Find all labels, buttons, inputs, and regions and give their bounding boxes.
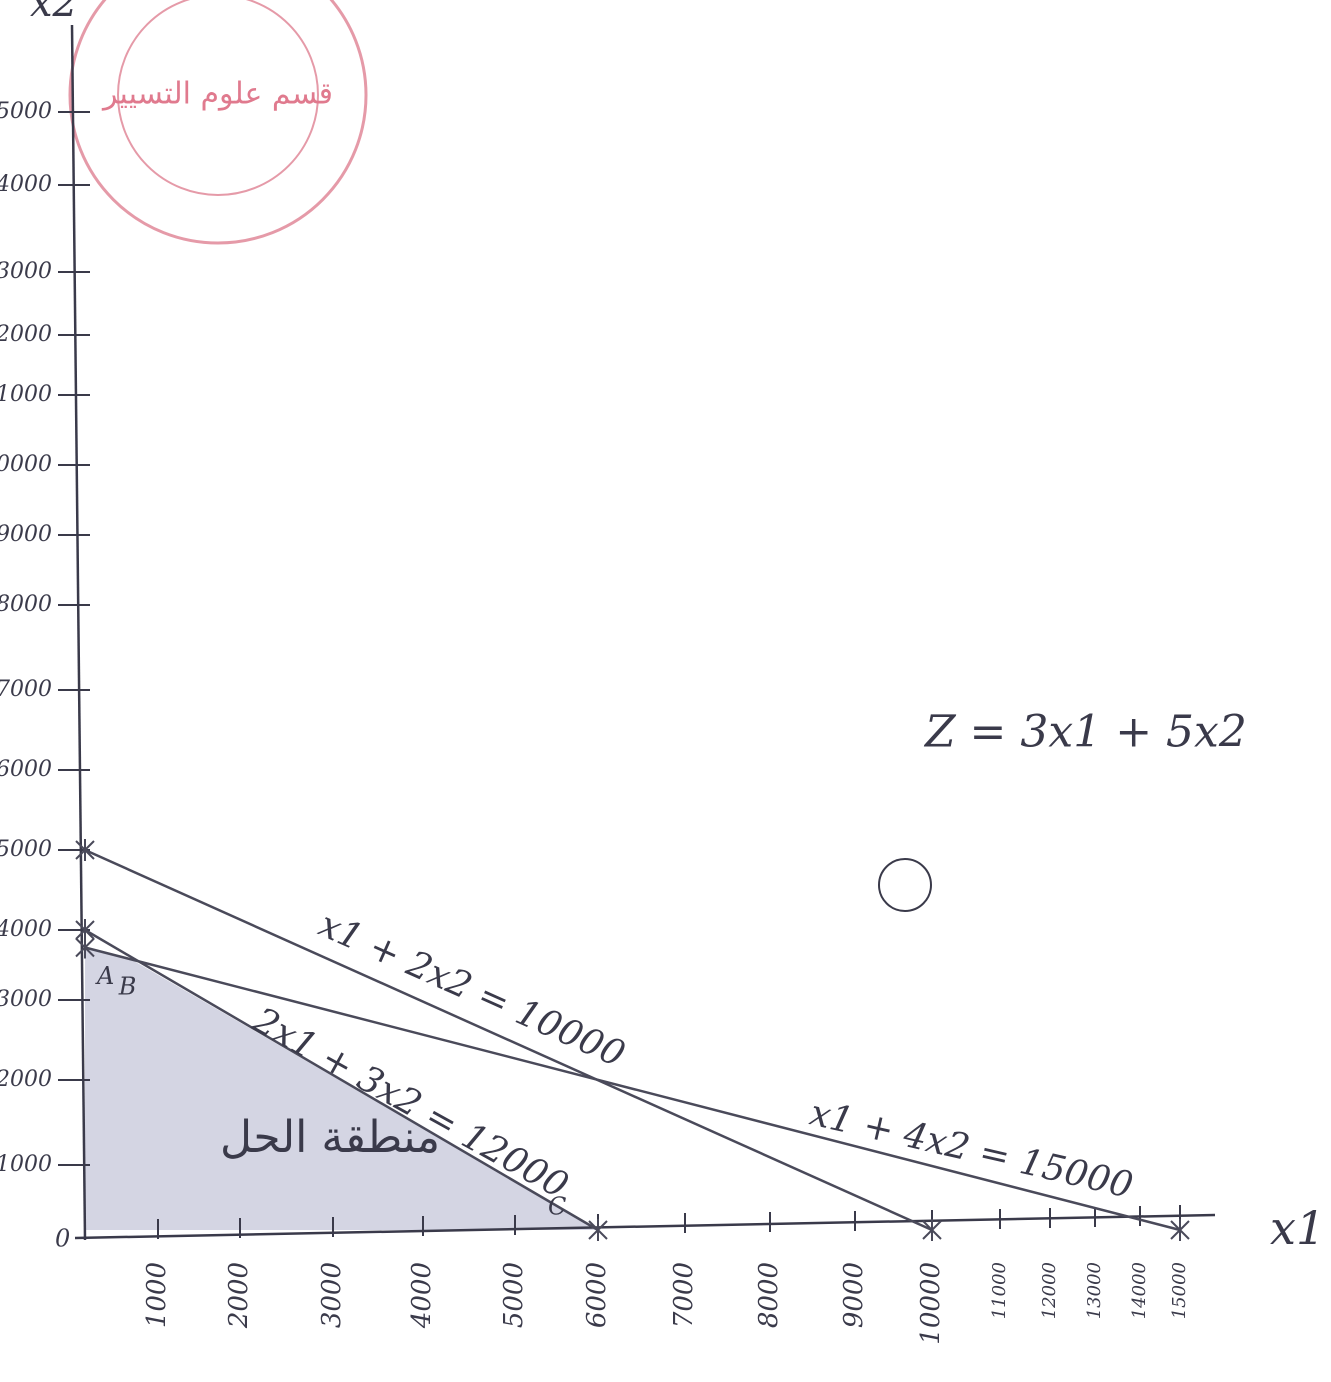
vertex-mark	[923, 1219, 941, 1241]
y-axis	[72, 25, 85, 1240]
stamp-text: قسم علوم التسيير	[101, 77, 333, 112]
x-tick-label: 1000	[142, 1262, 172, 1328]
x-tick-label: 0	[55, 1225, 70, 1253]
y-tick-label: 14000	[0, 172, 52, 197]
constraint-label: x1 + 4x2 = 15000	[806, 1093, 1137, 1207]
x-tick-label: 11000	[989, 1262, 1010, 1319]
y-axis-label: x2	[30, 0, 78, 26]
x-tick-label: 2000	[224, 1262, 254, 1329]
x-tick-label: 15000	[1169, 1262, 1190, 1319]
vertex-mark	[76, 937, 94, 959]
y-tick-label: 7000	[0, 677, 52, 702]
x-tick-label: 4000	[407, 1262, 437, 1329]
point-label: A	[95, 962, 114, 990]
y-tick-label: 10000	[0, 452, 52, 477]
x-tick-label: 7000	[669, 1262, 699, 1328]
x-tick-label: 13000	[1084, 1262, 1105, 1319]
x-axis-label: x1	[1270, 1201, 1325, 1255]
constraint-label: x1 + 2x2 = 10000	[313, 904, 631, 1076]
chart: قسم علوم التسيير Z = 3x1 + 5x2 منطقة الح…	[0, 0, 1331, 1382]
x-tick-label: 9000	[839, 1262, 869, 1328]
y-tick-label: 3000	[0, 987, 52, 1012]
y-tick-label: 4000	[0, 917, 52, 942]
point-label: C	[548, 1193, 566, 1221]
point-label: B	[118, 973, 137, 1001]
y-tick-label: 12000	[0, 322, 52, 347]
y-tick-label: 2000	[0, 1067, 52, 1092]
y-tick-label: 8000	[0, 592, 52, 617]
x-tick-label: 3000	[317, 1262, 347, 1328]
objective: Z = 3x1 + 5x2	[923, 707, 1247, 758]
x-tick-label: 14000	[1129, 1262, 1150, 1319]
x-tick-label: 12000	[1039, 1262, 1060, 1319]
x-tick-label: 6000	[582, 1262, 612, 1328]
x-tick-label: 10000	[916, 1262, 946, 1345]
y-tick-label: 1000	[0, 1152, 52, 1177]
y-tick-label: 6000	[0, 757, 52, 782]
y-tick-label: 11000	[0, 382, 52, 407]
y-tick-label: 5000	[0, 837, 52, 862]
vertex-mark	[1171, 1219, 1189, 1241]
circle-mark	[879, 859, 931, 911]
stamp: قسم علوم التسيير	[70, 0, 366, 243]
y-tick-label: 13000	[0, 259, 52, 284]
x-tick-label: 5000	[499, 1262, 529, 1328]
y-tick-label: 9000	[0, 522, 52, 547]
x-tick-label: 8000	[754, 1262, 784, 1328]
y-tick-label: 15000	[0, 99, 52, 124]
